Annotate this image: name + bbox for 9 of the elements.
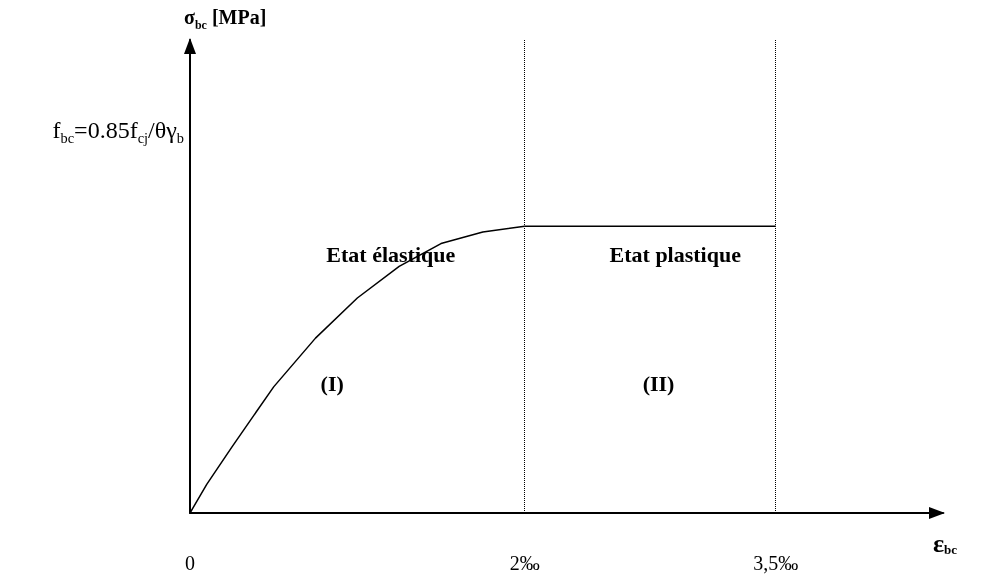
text: σ$_{bc}$ [MPa]: [184, 6, 267, 33]
text: f$_{bc}$=0.85f$_{cj}$/θγ$_{b}$: [52, 116, 184, 148]
x-tick-label: 2‰: [509, 552, 540, 574]
annotation: Etat plastique: [609, 242, 741, 268]
annotation: (I): [320, 371, 344, 397]
x-tick-label: 0: [185, 552, 195, 574]
x-tick-label: 3,5‰: [753, 552, 799, 574]
x-axis-title: εbc: [933, 528, 958, 558]
annotation: (II): [642, 371, 675, 397]
